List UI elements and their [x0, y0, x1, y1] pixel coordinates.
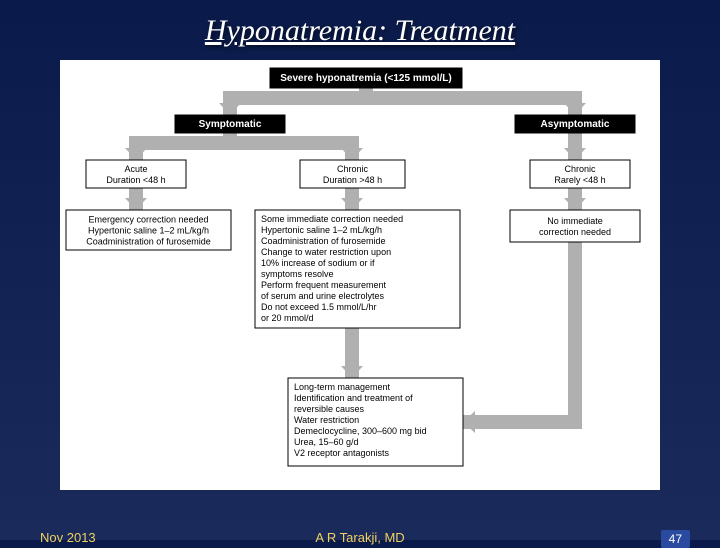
svg-text:Emergency correction needed: Emergency correction needed — [88, 215, 208, 225]
svg-text:Some immediate correction need: Some immediate correction needed — [261, 214, 403, 224]
svg-text:Urea, 15–60 g/d: Urea, 15–60 g/d — [294, 437, 359, 447]
svg-text:Chronic: Chronic — [564, 164, 596, 174]
svg-text:Severe hyponatremia (<125 mmol: Severe hyponatremia (<125 mmol/L) — [280, 73, 451, 84]
svg-text:No immediate: No immediate — [547, 216, 603, 226]
svg-text:Water restriction: Water restriction — [294, 415, 359, 425]
svg-text:Acute: Acute — [124, 164, 147, 174]
svg-text:Hypertonic saline 1–2 mL/kg/h: Hypertonic saline 1–2 mL/kg/h — [88, 226, 209, 236]
svg-text:Identification and treatment o: Identification and treatment of — [294, 393, 413, 403]
svg-text:correction needed: correction needed — [539, 227, 611, 237]
flowchart-svg: Severe hyponatremia (<125 mmol/L) Symptom… — [60, 60, 660, 490]
svg-text:Demeclocycline, 300–600 mg bid: Demeclocycline, 300–600 mg bid — [294, 426, 427, 436]
svg-text:Chronic: Chronic — [337, 164, 369, 174]
svg-text:reversible causes: reversible causes — [294, 404, 365, 414]
svg-text:Duration <48 h: Duration <48 h — [106, 175, 165, 185]
svg-text:Perform frequent measurement: Perform frequent measurement — [261, 280, 387, 290]
svg-text:Hypertonic saline 1–2 mL/kg/h: Hypertonic saline 1–2 mL/kg/h — [261, 225, 382, 235]
flowchart-container: Severe hyponatremia (<125 mmol/L) Symptom… — [60, 60, 660, 490]
svg-text:Duration >48 h: Duration >48 h — [323, 175, 382, 185]
svg-text:Rarely <48 h: Rarely <48 h — [554, 175, 605, 185]
footer-author: A R Tarakji, MD — [0, 530, 720, 545]
svg-text:Asymptomatic: Asymptomatic — [541, 119, 610, 130]
svg-text:of serum and urine electrolyte: of serum and urine electrolytes — [261, 291, 385, 301]
svg-text:Do not exceed 1.5 mmol/L/hr: Do not exceed 1.5 mmol/L/hr — [261, 302, 377, 312]
svg-text:Coadministration of furosemide: Coadministration of furosemide — [86, 237, 211, 247]
svg-text:Long-term management: Long-term management — [294, 382, 391, 392]
svg-text:Coadministration of furosemide: Coadministration of furosemide — [261, 236, 386, 246]
slide-title: Hyponatremia: Treatment — [0, 0, 720, 48]
svg-text:or 20 mmol/d: or 20 mmol/d — [261, 313, 314, 323]
svg-text:Symptomatic: Symptomatic — [199, 119, 262, 130]
footer-page-number: 47 — [661, 530, 690, 548]
svg-text:V2 receptor antagonists: V2 receptor antagonists — [294, 448, 390, 458]
svg-text:symptoms resolve: symptoms resolve — [261, 269, 334, 279]
svg-text:10% increase of sodium or if: 10% increase of sodium or if — [261, 258, 375, 268]
svg-text:Change to water restriction up: Change to water restriction upon — [261, 247, 391, 257]
